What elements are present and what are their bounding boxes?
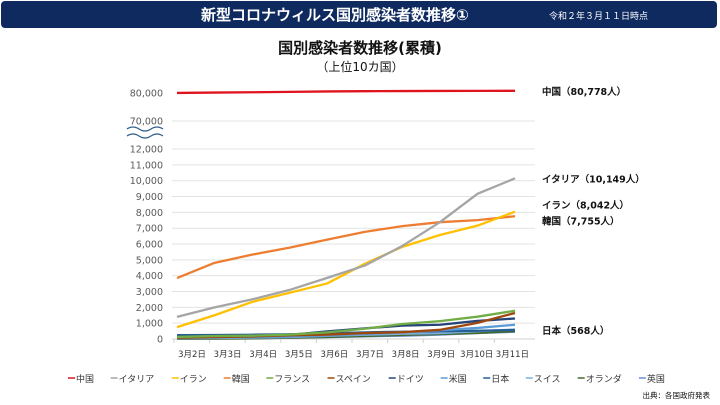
y-tick-label: 9,000 xyxy=(136,192,163,203)
legend-item: スイス xyxy=(534,375,561,385)
y-tick-label: 0 xyxy=(157,335,163,346)
series-line-韓国 xyxy=(176,215,516,280)
x-tick-label: 3月11日 xyxy=(496,350,529,360)
x-tick-label: 3月2日 xyxy=(178,350,206,360)
end-label: 韓国（7,755人） xyxy=(542,215,620,227)
header-bar: 新型コロナウィルス国別感染者数推移① 令和２年３月１１日時点 xyxy=(1,1,717,28)
series-line-中国 xyxy=(176,89,516,95)
y-tick-label: 5,000 xyxy=(136,255,163,266)
series-line-イタリア xyxy=(176,177,516,318)
legend-item: 韓国 xyxy=(232,374,250,385)
axis-break-icon xyxy=(126,126,164,132)
legend-item: 米国 xyxy=(449,373,467,385)
x-tick-label: 3月3日 xyxy=(214,350,242,360)
header-title: 新型コロナウィルス国別感染者数推移① xyxy=(201,6,469,24)
y-tick-label: 3,000 xyxy=(136,287,163,298)
x-tick-label: 3月5日 xyxy=(285,350,313,360)
x-tick-label: 3月10日 xyxy=(460,350,493,360)
legend-item: スペイン xyxy=(336,375,371,385)
y-tick-label: 7,000 xyxy=(136,224,163,235)
legend-item: イラン xyxy=(180,374,207,385)
x-tick-label: 3月8日 xyxy=(392,350,420,360)
x-tick-label: 3月9日 xyxy=(427,350,455,360)
legend-item: 日本 xyxy=(491,373,509,385)
legend-item: オランダ xyxy=(586,373,622,385)
header-date: 令和２年３月１１日時点 xyxy=(549,12,649,22)
source-note: 出典：各国政府発表 xyxy=(642,391,711,400)
legend-item: 中国 xyxy=(76,373,94,385)
y-tick-label: 11,000 xyxy=(130,160,163,171)
chart-title: 国別感染者数推移(累積) xyxy=(278,39,442,57)
legend-item: イタリア xyxy=(119,374,155,385)
y-tick-label: 2,000 xyxy=(136,303,163,314)
y-tick-label: 70,000 xyxy=(130,117,163,128)
legend-item: ドイツ xyxy=(397,375,424,385)
end-label: 中国（80,778人） xyxy=(542,86,626,98)
x-tick-label: 3月6日 xyxy=(320,350,348,360)
y-tick-label: 12,000 xyxy=(130,145,163,156)
y-tick-label: 80,000 xyxy=(130,89,163,100)
end-label: 日本（568人） xyxy=(542,325,609,337)
x-tick-label: 3月4日 xyxy=(249,350,277,360)
y-tick-label: 8,000 xyxy=(136,208,163,219)
end-label: イタリア（10,149人） xyxy=(542,173,645,185)
series-line-イラン xyxy=(176,210,516,329)
x-tick-label: 3月7日 xyxy=(356,350,384,360)
series-line-フランス xyxy=(176,309,516,339)
y-tick-label: 4,000 xyxy=(136,271,163,282)
chart-subtitle: （上位10カ国） xyxy=(316,60,404,74)
end-label: イラン（8,042人） xyxy=(542,199,629,211)
axis-break-icon xyxy=(126,133,164,139)
legend-item: 英国 xyxy=(647,373,665,385)
legend-item: フランス xyxy=(274,374,310,385)
y-tick-label: 1,000 xyxy=(136,319,163,330)
y-tick-label: 6,000 xyxy=(136,240,163,251)
y-tick-label: 10,000 xyxy=(130,176,163,187)
